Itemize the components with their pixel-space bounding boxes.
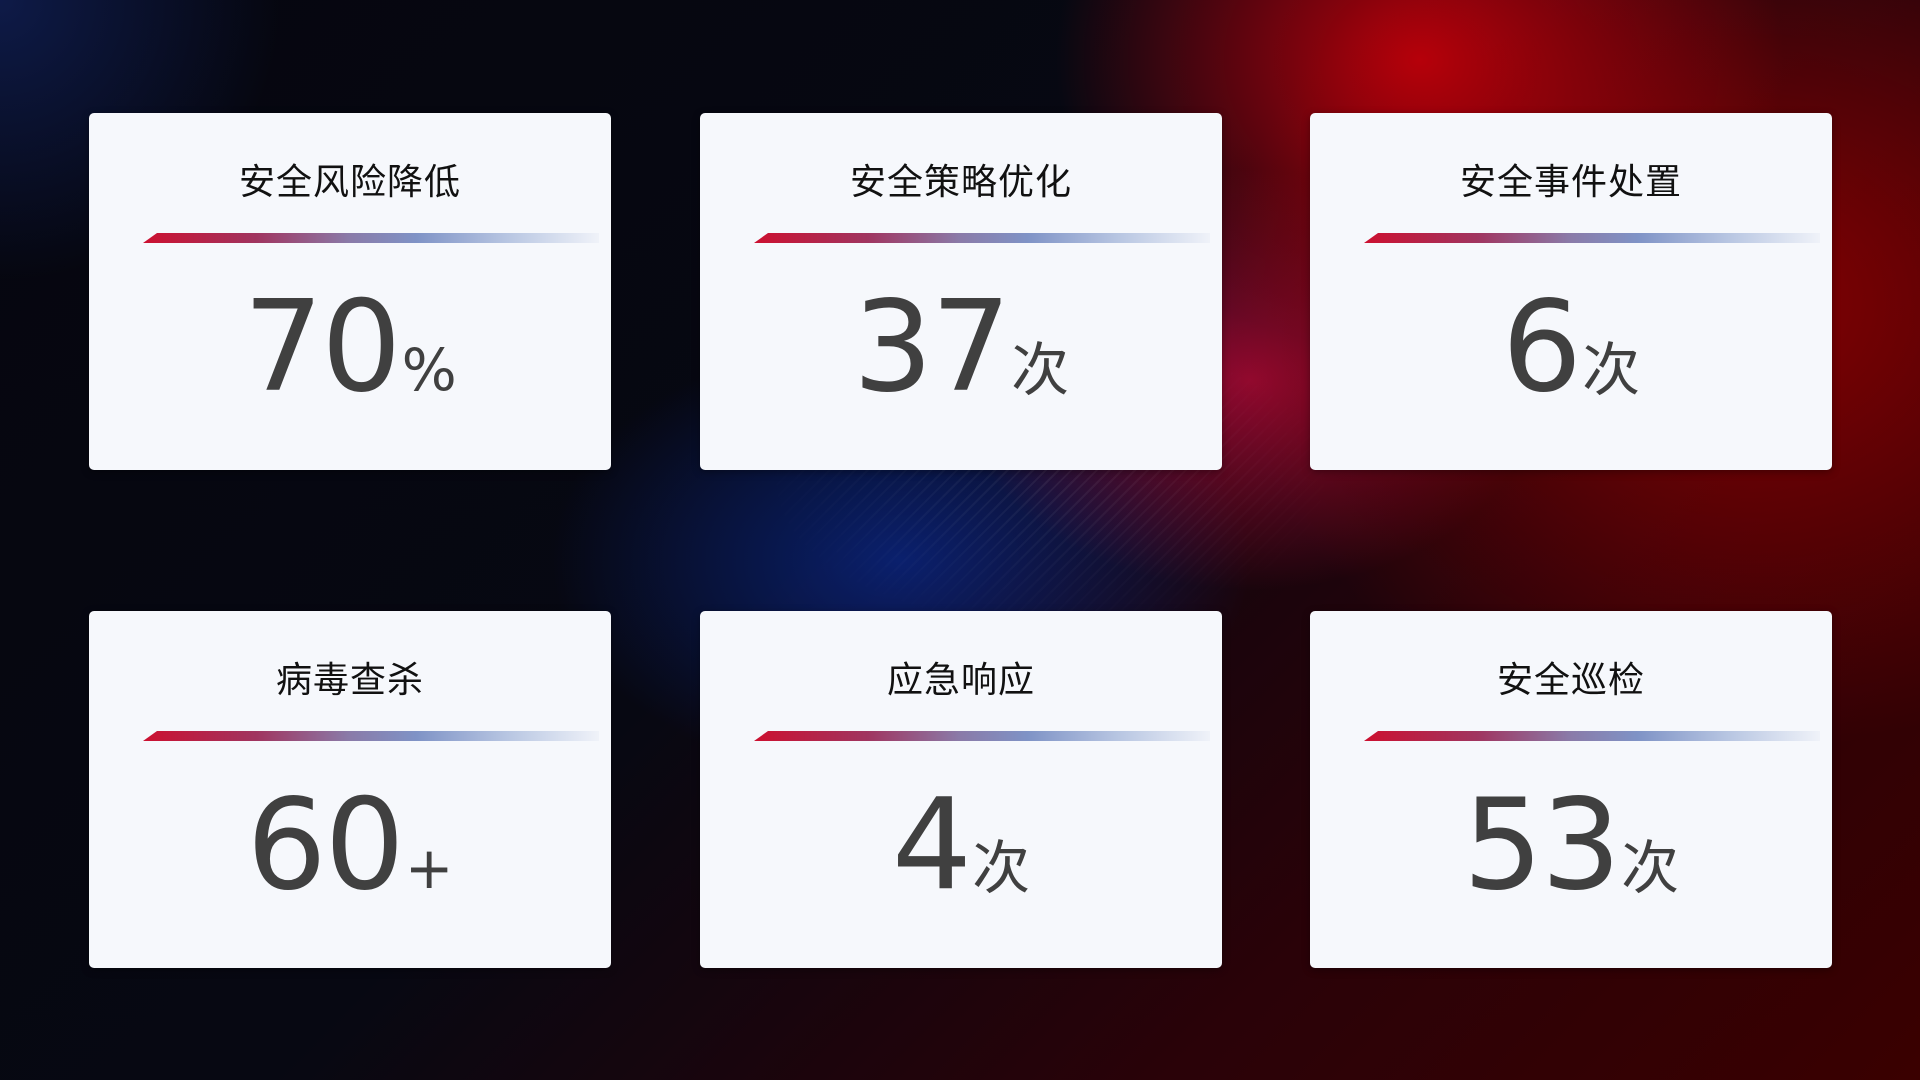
card-value: 6次: [1310, 273, 1832, 420]
value-number: 53: [1462, 771, 1621, 918]
value-number: 70: [243, 273, 401, 420]
value-unit: %: [401, 336, 457, 404]
value-unit: 次: [972, 834, 1031, 902]
stat-card-virus-removal: 病毒查杀 60+: [89, 611, 611, 968]
card-title: 安全事件处置: [1459, 162, 1682, 203]
card-title: 应急响应: [886, 660, 1035, 701]
value-number: 6: [1501, 273, 1582, 420]
value-number: 60: [246, 771, 405, 918]
card-value: 60+: [89, 771, 611, 918]
value-number: 37: [852, 273, 1011, 420]
stat-card-emergency-response: 应急响应 4次: [700, 611, 1222, 968]
gradient-divider: [1364, 233, 1820, 243]
value-number: 4: [891, 771, 972, 918]
value-unit: 次: [1011, 336, 1070, 404]
gradient-divider: [754, 731, 1210, 741]
card-value: 53次: [1310, 771, 1832, 918]
stat-card-security-inspection: 安全巡检 53次: [1310, 611, 1832, 968]
stat-card-risk-reduction: 安全风险降低 70%: [89, 113, 611, 470]
card-value: 4次: [700, 771, 1222, 918]
card-title: 安全巡检: [1496, 660, 1645, 701]
card-value: 37次: [700, 273, 1222, 420]
stat-card-incident-handling: 安全事件处置 6次: [1310, 113, 1832, 470]
card-title: 病毒查杀: [275, 660, 424, 701]
value-unit: 次: [1621, 834, 1680, 902]
gradient-divider: [754, 233, 1210, 243]
gradient-divider: [1364, 731, 1820, 741]
card-title: 安全风险降低: [238, 162, 461, 203]
gradient-divider: [143, 233, 599, 243]
value-unit: 次: [1582, 336, 1641, 404]
card-title: 安全策略优化: [849, 162, 1072, 203]
gradient-divider: [143, 731, 599, 741]
stat-card-policy-optimization: 安全策略优化 37次: [700, 113, 1222, 470]
value-unit: +: [404, 834, 454, 902]
card-value: 70%: [89, 273, 611, 420]
